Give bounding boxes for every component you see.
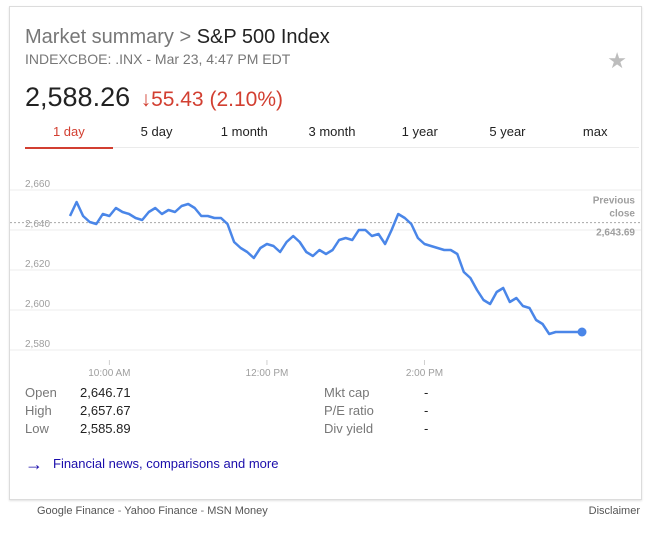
stat-open: Open 2,646.71 bbox=[25, 385, 180, 403]
stat-label: Low bbox=[25, 421, 49, 436]
stat-label: Div yield bbox=[324, 421, 374, 436]
price-change: ↓55.43 (2.10%) bbox=[141, 88, 283, 111]
stat-value: - bbox=[424, 403, 429, 418]
yahoo-finance-link[interactable]: Yahoo Finance bbox=[124, 505, 198, 517]
y-tick-label: 2,580 bbox=[25, 339, 50, 350]
current-price: 2,588.26 bbox=[25, 82, 131, 112]
price-chart[interactable]: 2,660 2,640 2,620 2,600 2,580 10:00 AM 12:00 … bbox=[10, 172, 641, 382]
stat-label: Open bbox=[25, 385, 57, 400]
stat-mkt-cap: Mkt cap - bbox=[324, 385, 524, 403]
stat-label: Mkt cap bbox=[324, 385, 370, 400]
x-tick-label: 12:00 PM bbox=[246, 368, 289, 379]
quote-row: 2,588.26 ↓55.43 (2.10%) bbox=[25, 82, 283, 113]
page-title: Market summary > S&P 500 Index bbox=[25, 26, 330, 49]
y-tick-label: 2,620 bbox=[25, 259, 50, 270]
tab-1-month[interactable]: 1 month bbox=[220, 124, 268, 139]
price-line bbox=[68, 200, 582, 336]
last-price-point bbox=[577, 327, 587, 337]
stat-div-yield: Div yield - bbox=[324, 421, 524, 439]
stat-label: P/E ratio bbox=[324, 403, 374, 418]
source-links: Google Finance - Yahoo Finance - MSN Mon… bbox=[37, 505, 268, 517]
x-tick-label: 10:00 AM bbox=[88, 368, 130, 379]
stat-high: High 2,657.67 bbox=[25, 403, 180, 421]
stat-pe-ratio: P/E ratio - bbox=[324, 403, 524, 421]
range-tabs: 1 day 5 day 1 month 3 month 1 year 5 yea… bbox=[25, 121, 639, 149]
tab-1-year[interactable]: 1 year bbox=[401, 124, 438, 139]
previous-close-label: Previous bbox=[593, 196, 636, 207]
tab-1-day[interactable]: 1 day bbox=[25, 121, 113, 149]
footer-separator: - bbox=[197, 505, 208, 517]
google-finance-link[interactable]: Google Finance bbox=[37, 505, 115, 517]
breadcrumb-separator: > bbox=[173, 26, 197, 48]
star-icon[interactable]: ★ bbox=[607, 48, 627, 73]
down-arrow-icon: ↓ bbox=[140, 88, 152, 111]
stats-left: Open 2,646.71 High 2,657.67 Low 2,585.89 bbox=[25, 385, 180, 439]
msn-money-link[interactable]: MSN Money bbox=[207, 505, 268, 517]
change-value: 55.43 (2.10%) bbox=[151, 88, 283, 111]
stat-value: - bbox=[424, 385, 429, 400]
x-tick-label: 2:00 PM bbox=[406, 368, 443, 379]
breadcrumb-market-summary[interactable]: Market summary bbox=[25, 26, 174, 48]
y-tick-label: 2,640 bbox=[25, 219, 50, 230]
stat-label: High bbox=[25, 403, 52, 418]
previous-close-label: close bbox=[609, 209, 635, 220]
stat-value: 2,646.71 bbox=[80, 385, 131, 400]
stats-right: Mkt cap - P/E ratio - Div yield - bbox=[324, 385, 524, 439]
tab-max[interactable]: max bbox=[582, 124, 608, 139]
stat-value: 2,657.67 bbox=[80, 403, 131, 418]
tab-3-month[interactable]: 3 month bbox=[308, 124, 356, 139]
ticker-subtitle: INDEXCBOE: .INX - Mar 23, 4:47 PM EDT bbox=[25, 51, 291, 67]
tab-5-day[interactable]: 5 day bbox=[140, 124, 173, 139]
index-name: S&P 500 Index bbox=[196, 26, 330, 48]
finance-card: Market summary > S&P 500 Index INDEXCBOE… bbox=[9, 6, 642, 500]
previous-close-value: 2,643.69 bbox=[596, 228, 635, 239]
disclaimer-link[interactable]: Disclaimer bbox=[588, 505, 640, 517]
stat-value: - bbox=[424, 421, 429, 436]
financial-news-link[interactable]: → Financial news, comparisons and more bbox=[25, 453, 279, 474]
arrow-right-icon: → bbox=[25, 453, 43, 474]
y-tick-label: 2,660 bbox=[25, 179, 50, 190]
stat-value: 2,585.89 bbox=[80, 421, 131, 436]
financial-news-label: Financial news, comparisons and more bbox=[53, 456, 279, 471]
tab-5-year[interactable]: 5 year bbox=[489, 124, 526, 139]
footer-separator: - bbox=[114, 505, 125, 517]
y-tick-label: 2,600 bbox=[25, 299, 50, 310]
stat-low: Low 2,585.89 bbox=[25, 421, 180, 439]
